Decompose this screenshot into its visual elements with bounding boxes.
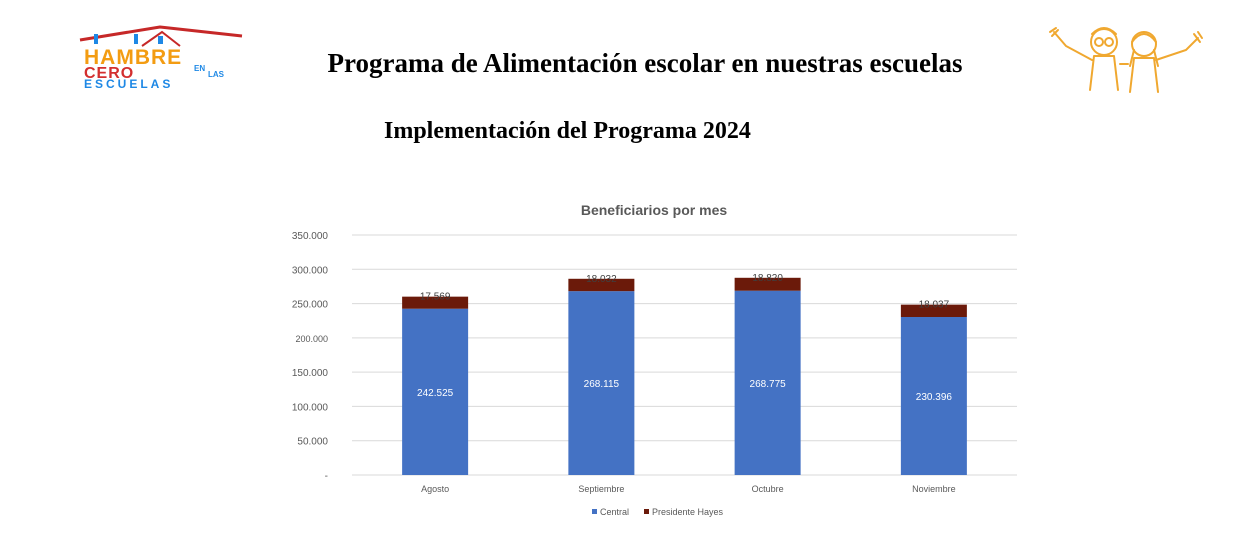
legend-label: Presidente Hayes [652,507,724,517]
y-tick-label: 250.000 [292,300,329,311]
x-axis-ticks: Agosto Septiembre Octubre Noviembre [421,484,956,494]
data-label-presidente-hayes: 17.569 [420,292,451,303]
legend-label: Central [600,507,629,517]
bar-presidente-hayes [568,278,635,292]
logo-en-text: EN [194,64,205,73]
bar-central [568,291,635,475]
x-tick-label: Octubre [752,484,784,494]
data-label-central: 268.775 [750,379,787,390]
y-axis-ticks: - 50.000 100.000 150.000 200.000 250.000 300.0… [292,231,329,482]
legend: Central Presidente Hayes [592,507,724,517]
legend-swatch [644,509,649,514]
y-tick-label: 200.000 [295,334,328,344]
logo-las-text: LAS [208,70,225,79]
bar-presidente-hayes [402,296,469,309]
bar-central [900,317,967,475]
bar-central [734,290,801,475]
data-label-presidente-hayes: 18.032 [586,274,617,285]
chart-title: Beneficiarios por mes [581,202,727,218]
data-label-central: 268.115 [584,379,620,390]
data-label-presidente-hayes: 18.037 [919,300,950,311]
bar-central [402,308,469,475]
legend-swatch [592,509,597,514]
page-title: Programa de Alimentación escolar en nues… [327,48,963,78]
logo-escuelas-text: ESCUELAS [84,77,173,90]
hambre-cero-logo: HAMBRE CERO EN LAS ESCUELAS [79,25,243,90]
bar-presidente-hayes [734,277,801,291]
y-tick-label: 50.000 [297,437,328,448]
beneficiarios-chart: Beneficiarios por mes - 50.000 100.000 150.… [292,202,1017,517]
logo-hambre-text: HAMBRE [84,46,182,69]
data-label-presidente-hayes: 18.820 [752,273,783,284]
x-tick-label: Septiembre [578,484,624,494]
bars [402,277,967,475]
children-illustration [1049,27,1203,93]
bar-presidente-hayes [900,304,967,318]
data-label-central: 230.396 [916,392,953,403]
y-tick-label: 150.000 [292,368,329,379]
y-tick-label: 350.000 [292,231,329,242]
y-tick-label: 100.000 [292,402,329,413]
x-tick-label: Agosto [421,484,449,494]
y-tick-label: 300.000 [292,265,329,276]
page-subtitle: Implementación del Programa 2024 [384,118,751,144]
logo-cero-text: CERO [84,65,134,82]
data-label-central: 242.525 [417,388,454,399]
y-tick-label: - [325,471,328,482]
data-labels: 242.525 17.569 268.115 18.032 268.775 18.820 2… [417,273,952,403]
x-tick-label: Noviembre [912,484,956,494]
